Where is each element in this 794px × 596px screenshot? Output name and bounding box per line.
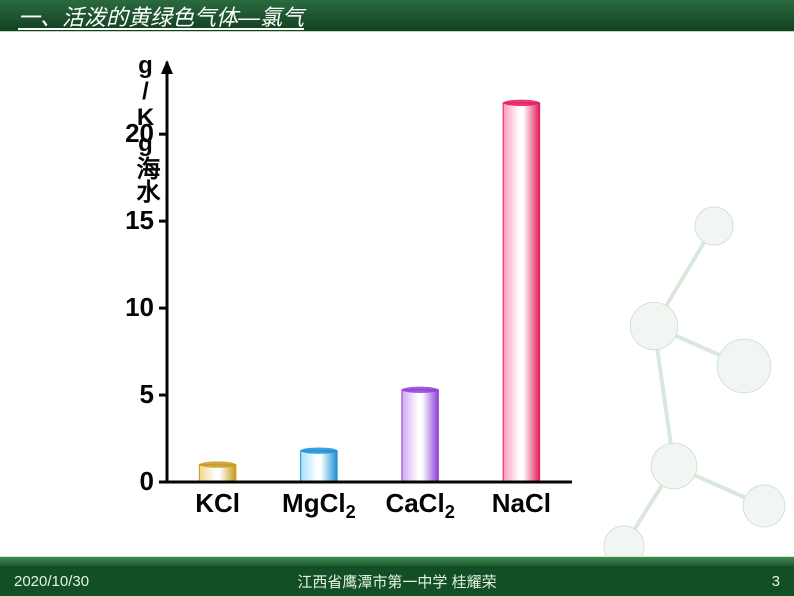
- y-tick-label: 10: [104, 292, 154, 323]
- footer-bar: 2020/10/30 江西省鹰潭市第一中学 桂耀荣 3: [0, 566, 794, 596]
- y-tick-label: 0: [104, 466, 154, 497]
- footer-school: 江西省鹰潭市第一中学 桂耀荣: [297, 571, 496, 592]
- footer-date: 2020/10/30: [14, 573, 89, 590]
- x-category-label: MgCl2: [268, 488, 369, 523]
- page-title: 一、活泼的黄绿色气体—氯气: [18, 0, 304, 32]
- x-category-label: CaCl2: [370, 488, 471, 523]
- seawater-salt-chart: g/Kg海水 05101520 KClMgCl2CaCl2NaCl: [72, 52, 584, 528]
- x-category-label: KCl: [167, 488, 268, 519]
- y-tick-label: 15: [104, 205, 154, 236]
- header-bar: 一、活泼的黄绿色气体—氯气: [0, 0, 794, 32]
- y-tick-label: 5: [104, 379, 154, 410]
- y-tick-label: 20: [104, 118, 154, 149]
- footer-stripe: [0, 556, 794, 566]
- x-category-label: NaCl: [471, 488, 572, 519]
- footer-page-number: 3: [772, 573, 780, 590]
